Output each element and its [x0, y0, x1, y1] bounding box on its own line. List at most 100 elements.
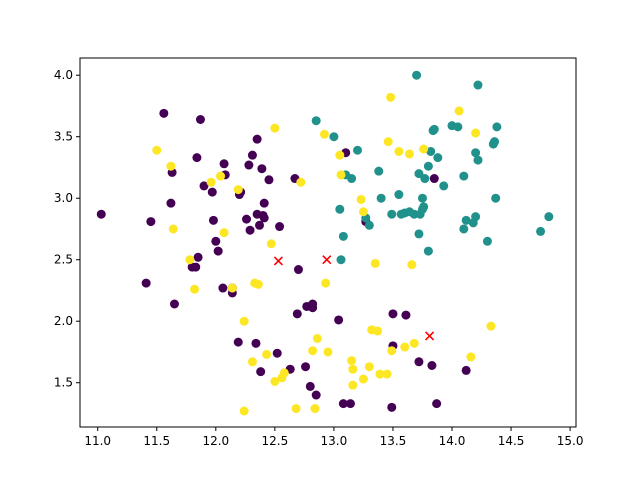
data-point-yellow	[404, 149, 414, 159]
data-point-purple	[219, 159, 229, 169]
data-point-teal	[482, 236, 492, 246]
data-point-purple	[259, 198, 269, 208]
data-point-purple	[427, 361, 437, 370]
y-tick-label: 2.0	[54, 314, 73, 328]
data-point-teal	[459, 171, 469, 181]
x-tick-label: 11.0	[84, 434, 111, 448]
data-point-yellow	[296, 177, 306, 187]
data-point-purple	[292, 309, 302, 319]
data-point-purple	[293, 265, 303, 275]
data-point-purple	[247, 150, 257, 160]
data-point-purple	[252, 134, 262, 144]
data-point-purple	[461, 365, 471, 375]
plot-area-frame	[79, 57, 577, 428]
data-point-teal	[364, 220, 374, 230]
data-point-purple	[96, 209, 106, 219]
data-marks	[96, 70, 554, 416]
data-point-yellow	[239, 316, 249, 326]
centroid-marker	[322, 255, 332, 265]
data-point-yellow	[407, 260, 417, 270]
data-point-teal	[376, 193, 386, 203]
data-point-teal	[420, 174, 430, 184]
data-point-purple	[311, 390, 321, 400]
data-point-teal	[412, 70, 422, 80]
data-point-teal	[473, 80, 483, 90]
data-point-teal	[417, 193, 427, 203]
data-point-purple	[244, 160, 254, 170]
data-point-teal	[453, 122, 463, 132]
data-point-teal	[471, 148, 481, 158]
data-point-yellow	[321, 278, 331, 288]
data-point-purple	[159, 108, 169, 118]
data-point-purple	[251, 338, 261, 348]
data-point-teal	[433, 153, 443, 163]
data-point-teal	[419, 202, 429, 212]
data-point-yellow	[239, 406, 249, 416]
data-point-yellow	[308, 346, 318, 356]
data-point-yellow	[216, 171, 226, 181]
data-point-yellow	[375, 369, 385, 379]
data-point-purple	[338, 399, 348, 409]
data-point-yellow	[291, 404, 301, 414]
data-point-teal	[394, 190, 404, 200]
data-point-yellow	[310, 404, 320, 414]
data-point-purple	[414, 357, 424, 367]
data-point-teal	[311, 116, 321, 126]
y-tick-label: 2.5	[54, 253, 73, 267]
data-point-yellow	[247, 357, 257, 367]
data-point-purple	[207, 187, 217, 197]
x-tick-label: 15.0	[557, 434, 584, 448]
data-point-purple	[387, 402, 397, 412]
data-point-yellow	[348, 380, 358, 390]
data-point-teal	[439, 181, 449, 191]
y-tick-label: 1.5	[54, 376, 73, 390]
data-point-yellow	[358, 374, 368, 384]
x-tick-label: 11.5	[143, 434, 170, 448]
data-point-yellow	[312, 333, 322, 343]
x-tick-label: 14.5	[498, 434, 525, 448]
data-point-yellow	[190, 284, 200, 294]
data-point-purple	[429, 174, 439, 184]
data-point-yellow	[454, 106, 464, 116]
data-point-teal	[536, 226, 546, 236]
data-point-purple	[211, 236, 221, 246]
data-point-purple	[345, 399, 355, 409]
data-point-purple	[166, 198, 176, 208]
data-point-purple	[258, 210, 268, 220]
data-point-yellow	[373, 326, 383, 336]
data-point-teal	[426, 146, 436, 156]
data-point-purple	[233, 337, 243, 347]
data-point-teal	[492, 122, 502, 132]
data-point-teal	[459, 224, 469, 234]
data-point-purple	[208, 215, 218, 225]
data-point-teal	[414, 229, 424, 239]
data-point-yellow	[356, 194, 366, 204]
data-point-yellow	[347, 356, 357, 366]
data-point-yellow	[383, 137, 393, 147]
data-point-yellow	[486, 321, 496, 331]
data-point-yellow	[466, 352, 476, 362]
data-point-purple	[195, 115, 205, 124]
data-point-yellow	[386, 92, 396, 102]
x-tick-label: 12.5	[261, 434, 288, 448]
x-tick-label: 12.0	[202, 434, 229, 448]
data-point-purple	[432, 399, 442, 409]
data-point-teal	[335, 204, 345, 214]
data-point-yellow	[409, 338, 419, 348]
data-point-purple	[141, 278, 151, 288]
data-point-yellow	[266, 239, 276, 249]
data-point-teal	[387, 209, 397, 219]
data-point-yellow	[382, 369, 392, 379]
data-point-teal	[347, 174, 357, 184]
data-point-yellow	[206, 177, 216, 187]
data-point-yellow	[253, 279, 263, 289]
centroid-marker	[424, 331, 435, 341]
data-point-purple	[255, 220, 265, 230]
data-point-yellow	[400, 342, 410, 352]
data-point-yellow	[270, 376, 280, 386]
data-point-teal	[429, 124, 439, 134]
data-point-yellow	[358, 207, 368, 217]
data-point-purple	[256, 367, 266, 377]
data-point-purple	[257, 164, 267, 174]
data-point-teal	[329, 132, 339, 142]
